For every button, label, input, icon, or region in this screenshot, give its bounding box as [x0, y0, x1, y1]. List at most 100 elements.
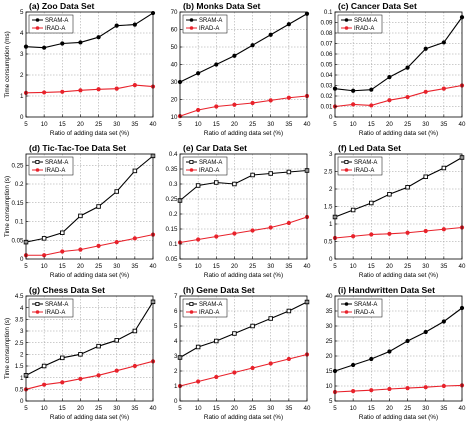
data-point: [286, 169, 292, 175]
plot-frame: [25, 11, 154, 118]
y-tick-label: 1: [20, 375, 24, 382]
legend-label: SRAM-A: [354, 160, 377, 166]
data-point: [250, 100, 255, 106]
y-tick-label: 2: [20, 352, 24, 359]
legend-label: SRAM-A: [354, 18, 377, 24]
x-tick-label: 5: [333, 121, 337, 128]
data-point: [405, 338, 410, 344]
y-axis-label: Time consumption (s): [4, 318, 11, 379]
data-point: [268, 32, 273, 37]
legend-label: SRAM-A: [45, 18, 68, 24]
x-tick-label: 40: [304, 405, 311, 412]
x-tick-label: 25: [249, 121, 256, 128]
legend-marker: [344, 168, 349, 172]
series-line-irad-a: [179, 216, 308, 244]
chart-title: (a) Zoo Data Set: [29, 1, 95, 11]
y-tick-label: 0.1: [324, 9, 333, 16]
y-tick-label: 0.1: [15, 219, 24, 226]
data-point: [60, 89, 65, 94]
data-point: [114, 240, 119, 245]
y-tick-label: 0.09: [320, 20, 333, 27]
data-point: [114, 368, 119, 373]
y-tick-label: 40: [326, 293, 333, 300]
y-tick-label: 0.2: [169, 211, 178, 218]
legend-marker: [344, 159, 349, 164]
legend-marker: [344, 310, 349, 314]
y-tick-label: 0.04: [320, 72, 333, 79]
data-point: [232, 53, 237, 58]
series-line-sram-a: [25, 12, 154, 49]
data-point: [132, 168, 138, 174]
x-tick-label: 25: [404, 121, 411, 128]
data-point: [96, 35, 101, 40]
x-tick-label: 25: [404, 405, 411, 412]
data-point: [268, 225, 273, 230]
y-axis-label: Time consumption (ms): [4, 31, 11, 98]
x-tick-label: 5: [178, 121, 182, 128]
data-point: [60, 41, 65, 46]
data-point: [250, 172, 255, 178]
data-point: [232, 181, 237, 187]
x-tick-label: 15: [59, 121, 66, 128]
y-tick-label: 35: [326, 308, 333, 315]
series-line-sram-a: [334, 16, 463, 92]
y-tick-label: 2: [329, 186, 333, 193]
y-tick-label: 0.03: [320, 83, 333, 90]
legend: SRAM-A IRAD-A: [337, 156, 383, 176]
x-tick-label: 10: [350, 263, 357, 270]
x-tick-label: 20: [231, 121, 238, 128]
y-tick-label: 4: [174, 338, 178, 345]
data-point: [423, 385, 428, 390]
data-point: [286, 95, 291, 100]
x-axis-label: Ratio of adding data set (%): [50, 130, 129, 137]
data-point: [132, 363, 137, 369]
x-tick-label: 30: [267, 121, 274, 128]
legend-label: IRAD-A: [354, 26, 374, 32]
x-tick-label: 10: [195, 121, 202, 128]
y-tick-label: 0.07: [320, 41, 333, 48]
data-point: [405, 94, 410, 100]
y-tick-label: 0.25: [11, 162, 24, 169]
legend: SRAM-A IRAD-A: [337, 298, 383, 318]
x-tick-label: 5: [178, 263, 182, 270]
x-tick-label: 5: [24, 405, 28, 412]
y-tick-label: 0: [329, 114, 333, 121]
y-tick-label: 7: [174, 293, 178, 300]
y-tick-label: 10: [326, 383, 333, 390]
data-point: [405, 386, 410, 391]
data-point: [268, 361, 273, 366]
x-tick-label: 5: [178, 405, 182, 412]
y-tick-label: 0.05: [165, 256, 178, 263]
data-point: [78, 88, 83, 93]
y-tick-label: 2.5: [324, 169, 333, 176]
x-tick-label: 30: [113, 263, 120, 270]
data-point: [196, 107, 201, 113]
y-axis-label: Time consumption (s): [4, 176, 11, 237]
data-point: [214, 374, 219, 380]
x-tick-label: 40: [304, 121, 311, 128]
data-point: [132, 22, 137, 27]
y-tick-label: 0.2: [15, 181, 24, 188]
data-point: [286, 220, 291, 226]
legend: SRAM-A IRAD-A: [182, 298, 228, 318]
series-line-irad-a: [334, 384, 463, 393]
y-tick-label: 0.06: [320, 51, 333, 58]
y-tick-label: 4.5: [15, 293, 24, 300]
data-point: [286, 22, 291, 27]
data-point: [195, 344, 201, 350]
data-point: [441, 165, 447, 171]
y-tick-label: 5: [174, 323, 178, 330]
legend-label: SRAM-A: [45, 302, 68, 308]
x-tick-label: 30: [422, 121, 429, 128]
data-point: [196, 71, 201, 76]
legend-label: IRAD-A: [199, 168, 219, 174]
y-tick-label: 2: [20, 72, 24, 79]
x-tick-label: 20: [77, 405, 84, 412]
data-point: [232, 370, 237, 375]
plot-frame: [179, 153, 308, 260]
y-tick-label: 0.05: [320, 62, 333, 69]
y-tick-label: 0.4: [169, 151, 178, 158]
legend-marker: [35, 301, 40, 306]
x-tick-label: 15: [59, 405, 66, 412]
x-tick-label: 10: [41, 121, 48, 128]
